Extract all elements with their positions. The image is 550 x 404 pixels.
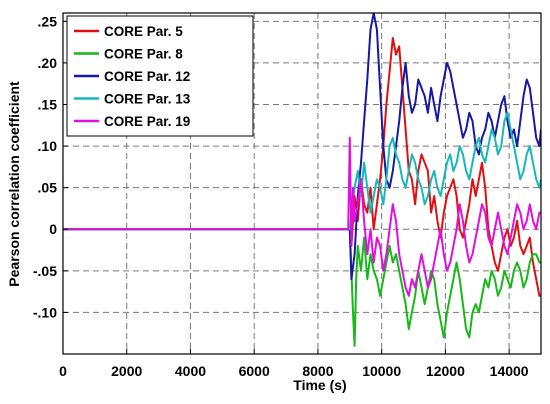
y-tick-label: .20 bbox=[38, 55, 58, 71]
grid-lines bbox=[63, 13, 541, 354]
y-axis-label: Pearson correlation coefficient bbox=[6, 81, 22, 287]
series-line-4 bbox=[63, 111, 541, 231]
x-tick-label: 10000 bbox=[362, 363, 401, 379]
y-axis-ticks: .25 .20 .15 .10 .05 0 -.05 -.10 bbox=[33, 13, 68, 320]
legend-entry-2: CORE Par. 8 bbox=[104, 47, 183, 62]
y-tick-label: .10 bbox=[38, 138, 58, 154]
y-tick-label: .05 bbox=[38, 180, 58, 196]
y-tick-label: .15 bbox=[38, 96, 58, 112]
x-tick-label: 14000 bbox=[490, 363, 529, 379]
x-tick-label: 6000 bbox=[239, 363, 270, 379]
series-line-2 bbox=[63, 228, 541, 347]
legend-entry-1: CORE Par. 5 bbox=[104, 24, 183, 39]
y-tick-label: -.10 bbox=[33, 304, 57, 320]
y-tick-label: .25 bbox=[38, 13, 58, 29]
x-tick-label: 8000 bbox=[302, 363, 333, 379]
series-line-3 bbox=[63, 13, 541, 281]
legend: CORE Par. 5 CORE Par. 8 CORE Par. 12 CORE P… bbox=[66, 15, 254, 137]
x-tick-label: 12000 bbox=[426, 363, 465, 379]
y-tick-label: 0 bbox=[49, 221, 57, 237]
y-tick-label: -.05 bbox=[33, 263, 57, 279]
plot-area bbox=[63, 13, 541, 347]
plot-frame bbox=[62, 12, 542, 355]
legend-entry-3: CORE Par. 12 bbox=[104, 69, 190, 84]
x-tick-label: 0 bbox=[59, 363, 67, 379]
legend-entry-5: CORE Par. 19 bbox=[104, 114, 190, 129]
legend-entry-4: CORE Par. 13 bbox=[104, 92, 191, 107]
x-tick-label: 4000 bbox=[175, 363, 206, 379]
x-axis-ticks: 0 2000 4000 6000 8000 10000 12000 14000 bbox=[59, 349, 529, 379]
x-axis-label: Time (s) bbox=[293, 377, 346, 393]
x-tick-label: 2000 bbox=[111, 363, 142, 379]
series-lines bbox=[63, 13, 541, 347]
series-line-5 bbox=[63, 136, 541, 297]
